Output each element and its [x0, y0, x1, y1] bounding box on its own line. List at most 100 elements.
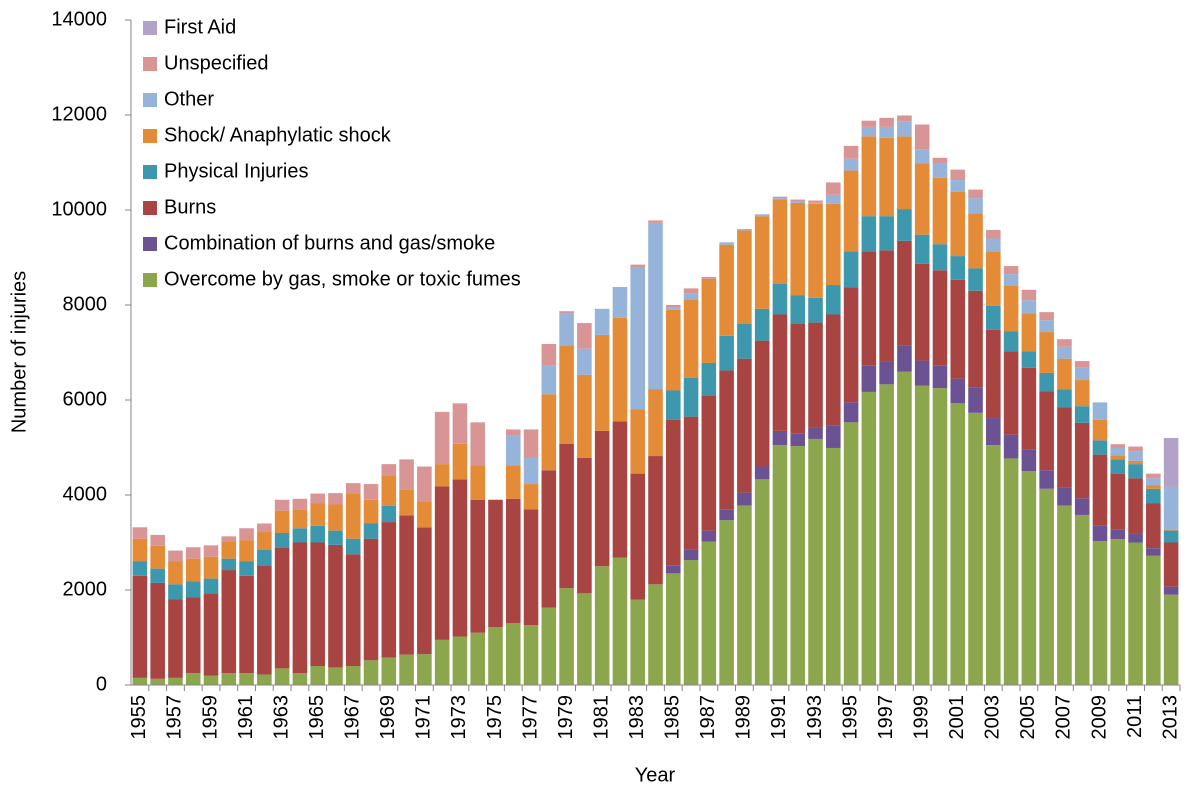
- x-tick-label: 1979: [555, 695, 577, 740]
- bar-segment: [1021, 300, 1037, 314]
- bar-segment: [523, 484, 539, 510]
- bar-segment: [292, 673, 308, 685]
- bar-segment: [1146, 478, 1161, 486]
- x-tick-label: 2007: [1053, 695, 1075, 740]
- bar-segment: [221, 673, 237, 685]
- bar-segment: [843, 170, 859, 252]
- bar-segment: [417, 654, 432, 685]
- bar-segment: [363, 538, 379, 661]
- bar-segment: [150, 568, 165, 583]
- bar-segment: [559, 443, 574, 589]
- legend-label: Burns: [164, 196, 216, 218]
- legend-swatch: [143, 201, 157, 215]
- x-tick-label: 1995: [839, 695, 861, 740]
- bar-segment: [1021, 367, 1037, 450]
- y-axis-title: Number of injuries: [8, 271, 30, 433]
- bar-segment: [1128, 460, 1143, 465]
- bar-segment: [488, 499, 503, 628]
- bar-segment: [790, 295, 806, 324]
- bar-segment: [541, 365, 557, 395]
- bar-segment: [1039, 320, 1054, 333]
- bar-segment: [541, 343, 557, 366]
- bar-segment: [772, 314, 788, 431]
- bar-segment: [648, 389, 663, 457]
- bar-segment: [612, 557, 628, 685]
- bar-segment: [683, 293, 699, 300]
- x-tick-label: 1989: [733, 695, 755, 740]
- x-tick-label: 2013: [1159, 695, 1181, 740]
- bar-segment: [150, 678, 165, 685]
- bar-segment: [381, 464, 397, 476]
- x-axis-title: Year: [635, 764, 676, 786]
- bar-segment: [1074, 406, 1090, 423]
- bar-segment: [559, 588, 574, 685]
- bar-segment: [1163, 486, 1179, 530]
- bar-segment: [843, 145, 859, 159]
- bar-segment: [861, 365, 877, 392]
- bar-segment: [417, 527, 432, 655]
- bar-segment: [932, 365, 948, 389]
- legend-swatch: [143, 57, 157, 71]
- bar-segment: [630, 264, 646, 267]
- bar-segment: [417, 466, 432, 502]
- bar-segment: [257, 523, 272, 533]
- x-tick-label: 2001: [946, 695, 968, 740]
- bar-segment: [257, 565, 272, 675]
- legend-swatch: [143, 237, 157, 251]
- bar-segment: [1039, 391, 1054, 471]
- x-tick-label: 1965: [306, 695, 328, 740]
- bar-segment: [808, 438, 823, 685]
- bar-segment: [239, 561, 254, 576]
- bar-segment: [683, 416, 699, 550]
- bar-segment: [221, 536, 237, 542]
- bar-segment: [150, 534, 165, 546]
- bar-segment: [1146, 548, 1161, 556]
- bar-segment: [399, 654, 414, 685]
- bar-segment: [950, 180, 966, 192]
- legend-swatch: [143, 93, 157, 107]
- bar-segment: [185, 581, 201, 598]
- bar-segment: [986, 445, 1001, 685]
- x-tick-label: 1963: [270, 695, 292, 740]
- x-tick-label: 1977: [519, 695, 541, 740]
- bar-segment: [150, 545, 165, 569]
- bar-segment: [132, 677, 148, 685]
- bar-segment: [683, 299, 699, 378]
- x-tick-label: 1967: [342, 695, 364, 740]
- bar-segment: [737, 505, 752, 685]
- x-tick-label: 2003: [982, 695, 1004, 740]
- bar-segment: [185, 558, 201, 582]
- bar-segment: [1057, 346, 1072, 359]
- x-tick-label: 1975: [484, 695, 506, 740]
- bar-segment: [950, 169, 966, 181]
- bar-segment: [879, 126, 894, 138]
- bar-segment: [879, 250, 894, 362]
- bar-segment: [843, 251, 859, 288]
- bar-segment: [292, 498, 308, 510]
- bar-segment: [914, 149, 930, 164]
- bar-segment: [1057, 505, 1072, 685]
- bar-segment: [879, 216, 894, 251]
- bar-segment: [1163, 586, 1179, 595]
- bar-segment: [239, 528, 254, 541]
- bar-segment: [665, 419, 681, 566]
- bar-segment: [328, 493, 343, 505]
- bar-segment: [1163, 485, 1179, 487]
- bar-segment: [363, 499, 379, 524]
- bar-segment: [754, 214, 770, 217]
- bar-segment: [1110, 455, 1126, 460]
- bar-segment: [1128, 464, 1143, 479]
- bar-segment: [132, 538, 148, 562]
- bar-segment: [132, 575, 148, 678]
- bar-segment: [345, 554, 361, 666]
- y-tick-label: 12000: [51, 103, 107, 125]
- bar-segment: [185, 597, 201, 674]
- bar-segment: [310, 493, 325, 504]
- y-tick-label: 14000: [51, 8, 107, 30]
- bar-segment: [1057, 389, 1072, 408]
- bar-segment: [932, 244, 948, 271]
- legend-swatch: [143, 21, 157, 35]
- bar-segment: [381, 522, 397, 658]
- bar-segment: [1110, 473, 1126, 530]
- bar-segment: [1092, 402, 1108, 420]
